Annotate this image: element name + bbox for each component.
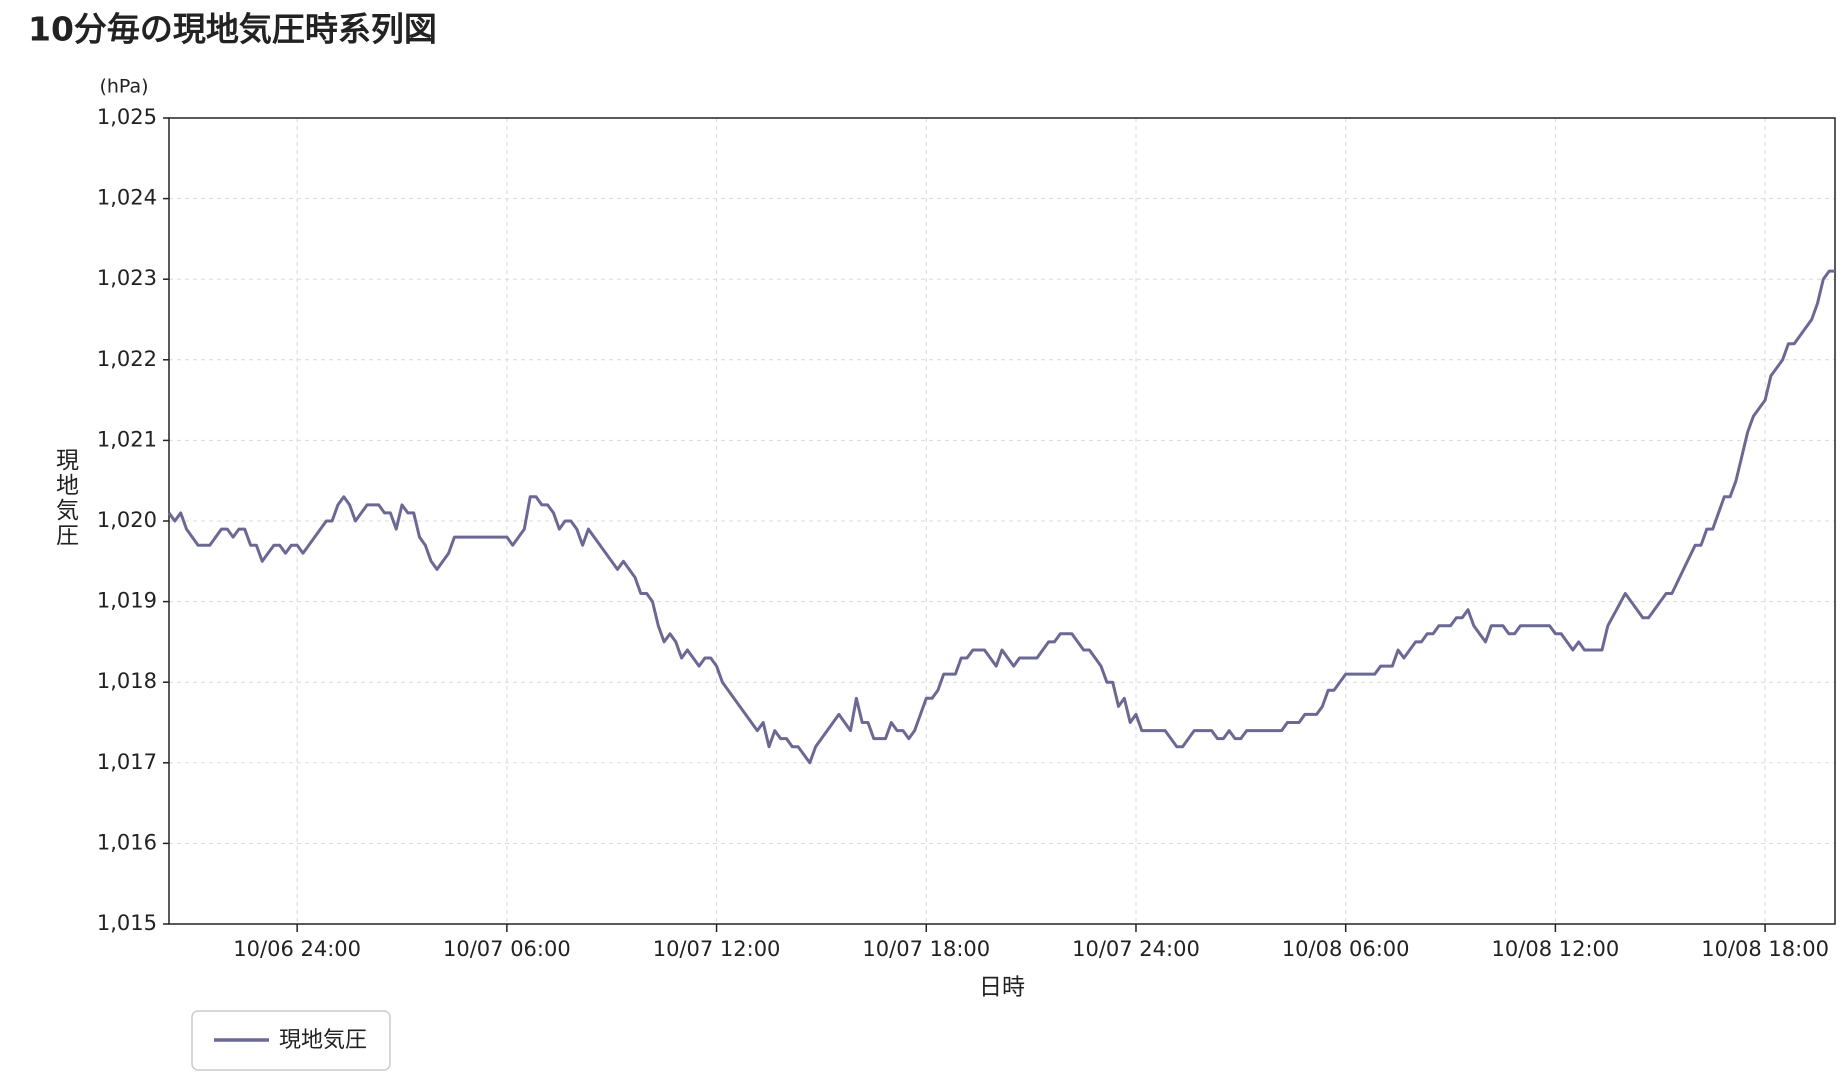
x-axis-label: 日時 [979,975,1025,1001]
x-tick-label: 10/07 18:00 [862,937,990,961]
x-tick-label: 10/06 24:00 [233,937,361,961]
x-tick-label: 10/07 24:00 [1072,937,1200,961]
x-tick-label: 10/08 06:00 [1282,937,1410,961]
chart-title: 10分毎の現地気圧時系列図 [28,10,437,49]
y-tick-label: 1,016 [97,830,157,854]
y-tick-label: 1,025 [97,105,157,129]
data-line [167,269,1835,765]
y-tick-label: 1,022 [97,347,157,371]
y-tick-label: 1,024 [97,186,157,210]
x-tick-label: 10/07 12:00 [653,937,781,961]
x-tick-label: 10/08 12:00 [1492,937,1620,961]
y-tick-label: 1,015 [97,911,157,935]
legend-label: 現地気圧 [279,1028,367,1053]
plot-frame [168,117,1836,925]
y-tick-label: 1,021 [97,427,157,451]
y-tick-label: 1,023 [97,266,157,290]
y-tick-label: 1,018 [97,669,157,693]
x-tick-label: 10/08 18:00 [1701,937,1829,961]
y-tick-label: 1,017 [97,750,157,774]
y-tick-label: 1,020 [97,508,157,532]
legend-box [191,1010,391,1071]
x-tick-label: 10/07 06:00 [443,937,571,961]
y-tick-label: 1,019 [97,589,157,613]
y-unit: (hPa) [99,76,148,98]
y-axis-label: 現地気圧 [52,448,80,548]
